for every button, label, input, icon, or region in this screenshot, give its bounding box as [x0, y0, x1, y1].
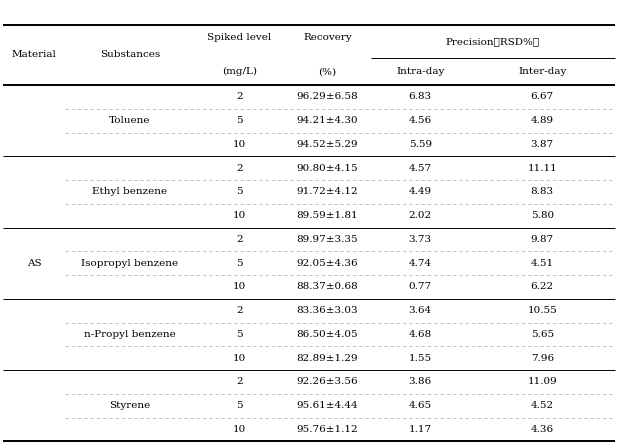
Text: 10: 10 [233, 211, 246, 220]
Text: Isopropyl benzene: Isopropyl benzene [81, 258, 179, 268]
Text: 3.87: 3.87 [531, 140, 554, 149]
Text: 2: 2 [236, 377, 243, 387]
Text: 4.49: 4.49 [408, 187, 432, 197]
Text: 89.59±1.81: 89.59±1.81 [297, 211, 358, 220]
Text: 92.26±3.56: 92.26±3.56 [297, 377, 358, 387]
Text: 91.72±4.12: 91.72±4.12 [297, 187, 358, 197]
Text: 83.36±3.03: 83.36±3.03 [297, 306, 358, 315]
Text: 5: 5 [236, 330, 243, 339]
Text: Ethyl benzene: Ethyl benzene [92, 187, 167, 197]
Text: 9.87: 9.87 [531, 235, 554, 244]
Text: 86.50±4.05: 86.50±4.05 [297, 330, 358, 339]
Text: Toluene: Toluene [109, 116, 151, 125]
Text: 5: 5 [236, 116, 243, 125]
Text: 5: 5 [236, 258, 243, 268]
Text: Intra-day: Intra-day [396, 67, 444, 76]
Text: 10.55: 10.55 [527, 306, 557, 315]
Text: 4.56: 4.56 [408, 116, 432, 125]
Text: 2: 2 [236, 306, 243, 315]
Text: 92.05±4.36: 92.05±4.36 [297, 258, 358, 268]
Text: 11.09: 11.09 [527, 377, 557, 387]
Text: 4.65: 4.65 [408, 401, 432, 410]
Text: 3.73: 3.73 [408, 235, 432, 244]
Text: 6.67: 6.67 [531, 92, 554, 102]
Text: 4.57: 4.57 [408, 164, 432, 173]
Text: n-Propyl benzene: n-Propyl benzene [84, 330, 176, 339]
Text: Spiked level: Spiked level [208, 33, 271, 42]
Text: AS: AS [27, 258, 41, 268]
Text: Precision（RSD%）: Precision（RSD%） [446, 37, 540, 46]
Text: (%): (%) [318, 67, 337, 76]
Text: 4.36: 4.36 [531, 425, 554, 434]
Text: 94.21±4.30: 94.21±4.30 [297, 116, 358, 125]
Text: 4.74: 4.74 [408, 258, 432, 268]
Text: 1.55: 1.55 [408, 353, 432, 363]
Text: (mg/L): (mg/L) [222, 67, 257, 76]
Text: 88.37±0.68: 88.37±0.68 [297, 282, 358, 292]
Text: 4.68: 4.68 [408, 330, 432, 339]
Text: 6.22: 6.22 [531, 282, 554, 292]
Text: 95.76±1.12: 95.76±1.12 [297, 425, 358, 434]
Text: 2: 2 [236, 235, 243, 244]
Text: 5.80: 5.80 [531, 211, 554, 220]
Text: 5.65: 5.65 [531, 330, 554, 339]
Text: 95.61±4.44: 95.61±4.44 [297, 401, 358, 410]
Text: 10: 10 [233, 282, 246, 292]
Text: 3.86: 3.86 [408, 377, 432, 387]
Text: 82.89±1.29: 82.89±1.29 [297, 353, 358, 363]
Text: 5: 5 [236, 187, 243, 197]
Text: Substances: Substances [99, 50, 160, 60]
Text: 96.29±6.58: 96.29±6.58 [297, 92, 358, 102]
Text: 4.52: 4.52 [531, 401, 554, 410]
Text: 10: 10 [233, 353, 246, 363]
Text: Material: Material [12, 50, 56, 60]
Text: 2: 2 [236, 164, 243, 173]
Text: 8.83: 8.83 [531, 187, 554, 197]
Text: Recovery: Recovery [303, 33, 352, 42]
Text: 3.64: 3.64 [408, 306, 432, 315]
Text: 7.96: 7.96 [531, 353, 554, 363]
Text: 11.11: 11.11 [527, 164, 557, 173]
Text: 94.52±5.29: 94.52±5.29 [297, 140, 358, 149]
Text: 89.97±3.35: 89.97±3.35 [297, 235, 358, 244]
Text: 1.17: 1.17 [408, 425, 432, 434]
Text: Styrene: Styrene [109, 401, 150, 410]
Text: 5.59: 5.59 [408, 140, 432, 149]
Text: 4.89: 4.89 [531, 116, 554, 125]
Text: 4.51: 4.51 [531, 258, 554, 268]
Text: 6.83: 6.83 [408, 92, 432, 102]
Text: 2.02: 2.02 [408, 211, 432, 220]
Text: 10: 10 [233, 140, 246, 149]
Text: 5: 5 [236, 401, 243, 410]
Text: 0.77: 0.77 [408, 282, 432, 292]
Text: 90.80±4.15: 90.80±4.15 [297, 164, 358, 173]
Text: 2: 2 [236, 92, 243, 102]
Text: 10: 10 [233, 425, 246, 434]
Text: Inter-day: Inter-day [518, 67, 567, 76]
